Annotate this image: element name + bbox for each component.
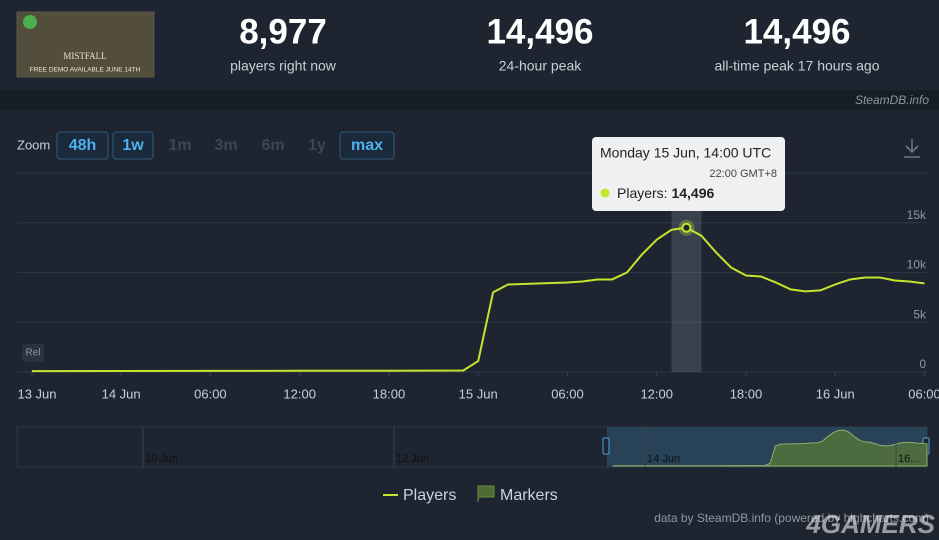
y-tick-label: 10k [907, 258, 927, 272]
rel-button[interactable] [22, 344, 44, 362]
tooltip-value: 14,496 [671, 185, 714, 201]
x-tick-label: 06:00 [551, 386, 584, 401]
zoom-button-label[interactable]: max [351, 137, 383, 154]
x-tick-label: 18:00 [373, 386, 406, 401]
rel-label: Rel [25, 348, 40, 359]
tooltip-title: Monday 15 Jun, 14:00 UTC [600, 145, 771, 161]
navigator-label: 16... [898, 453, 919, 465]
navigator-label: 12 Jun [396, 453, 429, 465]
x-tick-label: 06:00 [194, 386, 227, 401]
image-title: MISTFALL [63, 51, 106, 61]
download-icon[interactable] [904, 139, 920, 158]
legend-label[interactable]: Markers [500, 487, 558, 504]
header-panel [0, 0, 939, 90]
tooltip-local-time: 22:00 GMT+8 [709, 168, 777, 180]
zoom-button-label: 6m [261, 137, 284, 154]
chart-panel [0, 110, 939, 540]
x-tick-label: 15 Jun [459, 386, 498, 401]
hover-point [681, 222, 692, 233]
image-badge [23, 15, 37, 29]
y-tick-label: 15k [907, 208, 927, 222]
zoom-button[interactable] [56, 131, 109, 160]
stat-value: 14,496 [486, 12, 593, 51]
legend-label[interactable]: Players [403, 487, 456, 504]
legend-flag [477, 485, 495, 502]
stat-label: players right now [230, 58, 337, 74]
zoom-button[interactable] [339, 131, 395, 160]
navigator-handle[interactable] [602, 437, 610, 455]
watermark: 4GAMERS [805, 509, 935, 539]
zoom-button-label: 1m [168, 137, 191, 154]
x-tick-label: 14 Jun [102, 386, 141, 401]
stat-label: 24-hour peak [499, 58, 583, 74]
navigator-label: 10 Jun [145, 453, 178, 465]
y-tick-label: 5k [913, 307, 927, 321]
zoom-button-label[interactable]: 48h [69, 137, 97, 154]
x-tick-label: 16 Jun [816, 386, 855, 401]
x-tick-label: 12:00 [640, 386, 673, 401]
source[interactable]: SteamDB.info [855, 93, 929, 107]
stat-label: all-time peak 17 hours ago [715, 58, 880, 74]
zoom-label: Zoom [17, 137, 50, 152]
game-image-tint [17, 12, 154, 77]
stat-value: 8,977 [239, 12, 327, 51]
tooltip-dot [600, 188, 610, 198]
y-tick-label: 0 [919, 357, 926, 371]
zoom-button[interactable] [112, 131, 154, 160]
navigator-area [612, 429, 928, 467]
x-tick-label: 12:00 [283, 386, 316, 401]
stat-value: 14,496 [743, 12, 850, 51]
x-tick-label: 06:00 [908, 386, 939, 401]
line [31, 226, 925, 373]
navigator-label: 14 Jun [647, 453, 680, 465]
tooltip-row: Players: 14,496 [617, 185, 715, 201]
image-caption: FREE DEMO AVAILABLE JUNE 14TH [30, 67, 141, 74]
tooltip-label: Players: [617, 185, 671, 201]
zoom-button-label: 3m [214, 137, 237, 154]
zoom-button-label[interactable]: 1w [122, 137, 144, 154]
zoom-button-label: 1y [308, 137, 326, 154]
x-tick-label: 13 Jun [17, 386, 56, 401]
x-tick-label: 18:00 [730, 386, 763, 401]
credits[interactable]: data by SteamDB.info (powered by highcha… [654, 511, 929, 525]
tooltip [592, 137, 785, 211]
